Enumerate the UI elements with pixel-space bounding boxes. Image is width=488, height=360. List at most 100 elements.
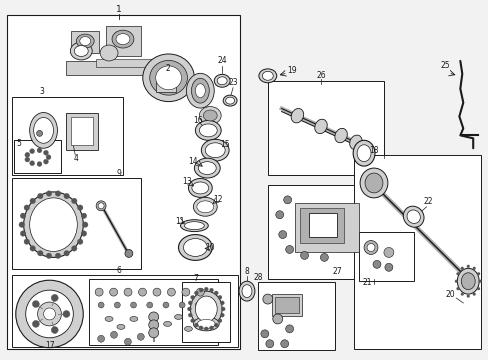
Ellipse shape bbox=[352, 140, 374, 166]
Circle shape bbox=[364, 240, 377, 255]
Circle shape bbox=[476, 287, 479, 290]
Circle shape bbox=[20, 213, 26, 219]
Circle shape bbox=[188, 313, 192, 317]
Text: 10: 10 bbox=[205, 243, 215, 252]
Circle shape bbox=[220, 313, 224, 317]
Circle shape bbox=[148, 328, 158, 338]
Ellipse shape bbox=[199, 124, 217, 137]
Circle shape bbox=[190, 319, 194, 323]
Circle shape bbox=[43, 150, 48, 155]
Text: 19: 19 bbox=[286, 66, 296, 75]
Text: 7: 7 bbox=[193, 274, 198, 283]
Ellipse shape bbox=[188, 179, 212, 197]
Ellipse shape bbox=[262, 71, 273, 80]
Circle shape bbox=[32, 301, 39, 307]
Circle shape bbox=[153, 288, 161, 296]
Text: 25: 25 bbox=[440, 62, 449, 71]
Circle shape bbox=[265, 340, 273, 348]
Ellipse shape bbox=[359, 168, 387, 198]
Circle shape bbox=[214, 323, 218, 327]
Text: 14: 14 bbox=[188, 157, 198, 166]
Circle shape bbox=[187, 307, 191, 311]
Circle shape bbox=[77, 239, 83, 244]
Ellipse shape bbox=[100, 45, 118, 61]
Circle shape bbox=[383, 247, 393, 257]
Ellipse shape bbox=[112, 30, 134, 48]
Text: 9: 9 bbox=[116, 168, 121, 177]
Bar bbox=[257, 282, 335, 350]
Circle shape bbox=[130, 302, 136, 308]
Ellipse shape bbox=[155, 66, 181, 90]
Circle shape bbox=[71, 198, 77, 204]
Circle shape bbox=[478, 280, 481, 283]
Circle shape bbox=[64, 251, 69, 256]
Text: 12: 12 bbox=[213, 195, 223, 204]
Circle shape bbox=[283, 196, 291, 204]
Circle shape bbox=[455, 272, 459, 275]
Circle shape bbox=[38, 251, 43, 256]
Text: 21: 21 bbox=[362, 278, 371, 287]
Bar bbox=[267, 185, 383, 279]
Circle shape bbox=[472, 293, 475, 296]
Circle shape bbox=[71, 246, 77, 251]
Circle shape bbox=[220, 301, 224, 305]
Circle shape bbox=[82, 222, 88, 228]
Text: 27: 27 bbox=[332, 267, 342, 276]
Bar bbox=[271, 294, 301, 316]
Ellipse shape bbox=[365, 173, 382, 193]
Circle shape bbox=[24, 239, 29, 244]
Circle shape bbox=[30, 149, 35, 154]
Circle shape bbox=[460, 293, 463, 296]
Ellipse shape bbox=[406, 210, 420, 224]
Bar bbox=[12, 96, 122, 175]
Text: 1: 1 bbox=[116, 5, 122, 14]
Circle shape bbox=[209, 288, 213, 292]
Text: 3: 3 bbox=[39, 87, 44, 96]
Ellipse shape bbox=[191, 182, 208, 194]
Text: 26: 26 bbox=[316, 71, 325, 80]
Text: 22: 22 bbox=[423, 197, 432, 206]
Text: 18: 18 bbox=[368, 146, 378, 155]
Circle shape bbox=[384, 264, 392, 271]
Circle shape bbox=[38, 302, 61, 326]
Circle shape bbox=[43, 308, 55, 320]
Circle shape bbox=[46, 191, 52, 196]
Circle shape bbox=[278, 231, 286, 239]
Text: 28: 28 bbox=[253, 273, 262, 282]
Circle shape bbox=[214, 291, 218, 295]
Circle shape bbox=[148, 320, 158, 330]
Circle shape bbox=[454, 280, 457, 283]
Circle shape bbox=[32, 320, 39, 327]
Circle shape bbox=[98, 302, 104, 308]
Ellipse shape bbox=[356, 145, 370, 162]
Ellipse shape bbox=[239, 281, 254, 301]
Ellipse shape bbox=[195, 84, 205, 98]
Circle shape bbox=[263, 294, 272, 304]
Circle shape bbox=[77, 205, 83, 211]
Circle shape bbox=[366, 243, 374, 251]
Ellipse shape bbox=[76, 34, 94, 48]
Ellipse shape bbox=[174, 314, 182, 319]
Circle shape bbox=[43, 159, 48, 164]
Circle shape bbox=[26, 290, 73, 338]
Circle shape bbox=[209, 326, 213, 330]
Bar bbox=[358, 231, 413, 281]
Circle shape bbox=[37, 130, 42, 136]
Ellipse shape bbox=[105, 316, 113, 321]
Bar bbox=[66, 61, 155, 75]
Circle shape bbox=[204, 287, 208, 291]
Ellipse shape bbox=[197, 319, 215, 328]
Bar bbox=[155, 76, 175, 92]
Circle shape bbox=[138, 288, 146, 296]
Circle shape bbox=[182, 288, 189, 296]
Ellipse shape bbox=[242, 285, 251, 298]
Circle shape bbox=[64, 193, 69, 199]
Text: 13: 13 bbox=[182, 177, 192, 186]
Bar bbox=[96, 59, 155, 67]
Circle shape bbox=[285, 246, 293, 253]
Circle shape bbox=[124, 288, 132, 296]
Bar bbox=[182, 282, 230, 342]
Ellipse shape bbox=[223, 95, 237, 106]
Ellipse shape bbox=[184, 327, 192, 331]
Circle shape bbox=[25, 152, 30, 157]
